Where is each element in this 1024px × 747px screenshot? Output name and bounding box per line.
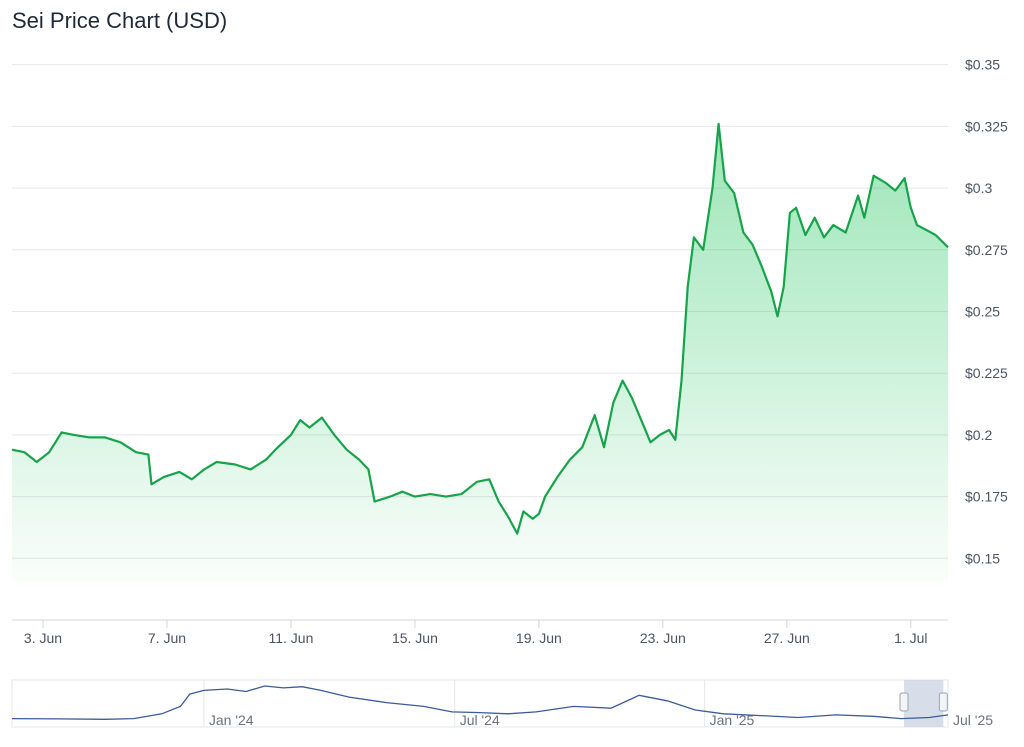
x-tick-label: 27. Jun bbox=[764, 630, 810, 646]
y-axis: $0.15 $0.175 $0.2 $0.225 $0.25 $0.275 $0.3 $0.3… bbox=[965, 57, 1008, 567]
navigator-tick-label: Jan '25 bbox=[710, 712, 755, 728]
chart-title: Sei Price Chart (USD) bbox=[12, 8, 228, 33]
x-tick-label: 3. Jun bbox=[24, 630, 62, 646]
x-tick-label: 11. Jun bbox=[268, 630, 313, 646]
navigator-tick-label: Jul '25 bbox=[953, 712, 993, 728]
price-line[interactable] bbox=[11, 122, 949, 535]
price-area bbox=[12, 123, 948, 583]
y-tick-label: $0.35 bbox=[965, 57, 1000, 73]
x-tick-label: 15. Jun bbox=[392, 630, 438, 646]
navigator-frame bbox=[11, 679, 949, 728]
x-tick-label: 23. Jun bbox=[640, 630, 686, 646]
navigator-tick-label: Jan '24 bbox=[209, 712, 254, 728]
x-tick-label: 7. Jun bbox=[148, 630, 186, 646]
y-tick-label: $0.325 bbox=[965, 118, 1008, 134]
y-tick-label: $0.225 bbox=[965, 365, 1008, 381]
x-tick-label: 1. Jul bbox=[894, 630, 927, 646]
y-tick-label: $0.275 bbox=[965, 242, 1008, 258]
navigator-line bbox=[11, 685, 949, 720]
x-axis: 3. Jun 7. Jun 11. Jun 15. Jun 19. Jun 23. Jun… bbox=[24, 620, 928, 646]
y-tick-label: $0.175 bbox=[965, 489, 1008, 505]
y-tick-label: $0.3 bbox=[965, 180, 992, 196]
navigator-handle-left[interactable] bbox=[899, 692, 909, 712]
y-tick-label: $0.15 bbox=[965, 550, 1000, 566]
navigator-handle-right[interactable] bbox=[938, 692, 948, 712]
x-tick-label: 19. Jun bbox=[516, 630, 562, 646]
navigator-selection[interactable] bbox=[904, 680, 944, 727]
navigator-tick-label: Jul '24 bbox=[460, 712, 500, 728]
navigator[interactable]: Jan '24 Jul '24 Jan '25 Jul '25 bbox=[11, 679, 993, 728]
y-tick-label: $0.25 bbox=[965, 303, 1000, 319]
y-tick-label: $0.2 bbox=[965, 427, 992, 443]
